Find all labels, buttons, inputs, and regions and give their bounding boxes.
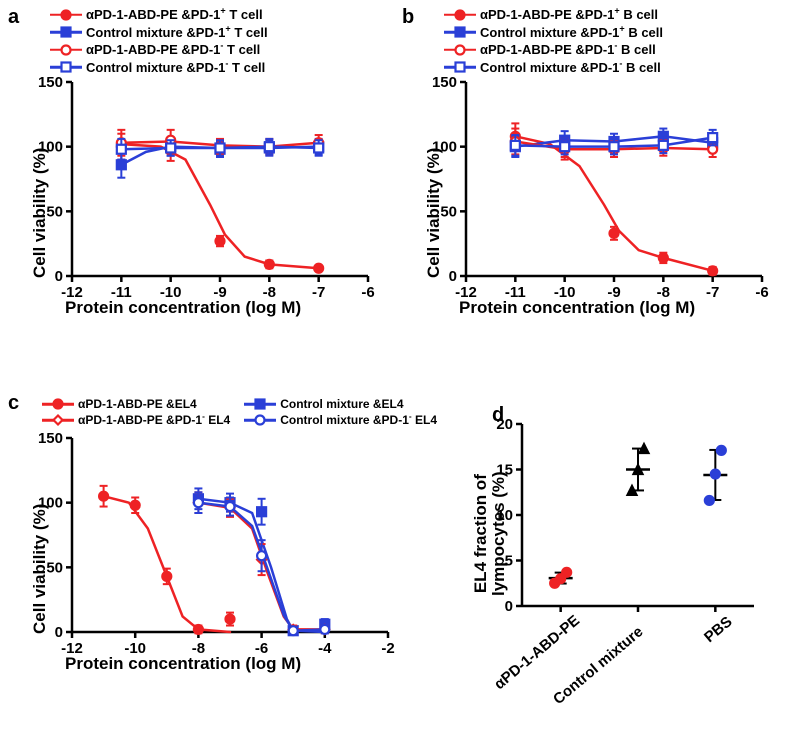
panel-d-ylabel: EL4 fraction oflympocytes (%): [472, 471, 508, 596]
legend-item: αPD-1-ABD-PE &PD-1+ B cell: [444, 6, 663, 24]
panel-a-ylabel: Cell viability (%): [30, 148, 50, 278]
panel-a-legend: αPD-1-ABD-PE &PD-1+ T cellControl mixtur…: [50, 6, 268, 76]
legend-text: Control mixture &PD-1- EL4: [280, 412, 437, 428]
legend-text: αPD-1-ABD-PE &PD-1+ B cell: [480, 6, 658, 24]
svg-text:0: 0: [449, 268, 457, 285]
legend-item: Control mixture &PD-1+ B cell: [444, 24, 663, 42]
panel-b-label: b: [402, 6, 414, 28]
legend-text: αPD-1-ABD-PE &PD-1- B cell: [480, 41, 656, 59]
legend-text: Control mixture &PD-1+ T cell: [86, 24, 268, 42]
svg-text:0: 0: [55, 268, 63, 285]
svg-text:-4: -4: [318, 640, 332, 657]
svg-text:-6: -6: [755, 284, 768, 301]
legend-item: Control mixture &EL4: [244, 396, 437, 412]
svg-text:-7: -7: [312, 284, 325, 301]
legend-text: αPD-1-ABD-PE &PD-1- EL4: [78, 412, 230, 428]
panel-c-label: c: [8, 392, 19, 414]
svg-text:20: 20: [496, 416, 513, 433]
legend-item: αPD-1-ABD-PE &PD-1- B cell: [444, 41, 663, 59]
panel-a-chart: 050100150-12-11-10-9-8-7-6: [20, 72, 380, 312]
legend-item: αPD-1-ABD-PE &PD-1- EL4: [42, 412, 230, 428]
svg-text:150: 150: [432, 74, 457, 91]
panel-b-ylabel: Cell viability (%): [424, 148, 444, 278]
panel-c-chart: 050100150-12-10-8-6-4-2: [20, 428, 400, 668]
legend-item: Control mixture &PD-1- EL4: [244, 412, 437, 428]
legend-item: αPD-1-ABD-PE &EL4: [42, 396, 230, 412]
panel-b-xlabel: Protein concentration (log M): [459, 298, 695, 318]
svg-text:0: 0: [505, 598, 513, 615]
legend-item: Control mixture &PD-1+ T cell: [50, 24, 268, 42]
panel-a: a: [8, 6, 19, 29]
legend-text: αPD-1-ABD-PE &EL4: [78, 396, 197, 412]
figure-root: a αPD-1-ABD-PE &PD-1+ T cellControl mixt…: [0, 0, 800, 742]
panel-c-ylabel: Cell viability (%): [30, 504, 50, 634]
legend-item: αPD-1-ABD-PE &PD-1- T cell: [50, 41, 268, 59]
svg-text:0: 0: [55, 624, 63, 641]
panel-b-chart: 050100150-12-11-10-9-8-7-6: [414, 72, 774, 312]
panel-a-xlabel: Protein concentration (log M): [65, 298, 301, 318]
legend-text: αPD-1-ABD-PE &PD-1- T cell: [86, 41, 260, 59]
legend-item: αPD-1-ABD-PE &PD-1+ T cell: [50, 6, 268, 24]
panel-a-label: a: [8, 6, 19, 28]
svg-text:150: 150: [38, 430, 63, 447]
legend-text: Control mixture &PD-1+ B cell: [480, 24, 663, 42]
panel-c: c: [8, 392, 19, 415]
panel-d-chart: 05101520: [464, 406, 764, 646]
panel-b-legend: αPD-1-ABD-PE &PD-1+ B cellControl mixtur…: [444, 6, 663, 76]
svg-text:150: 150: [38, 74, 63, 91]
svg-text:-6: -6: [361, 284, 374, 301]
svg-text:-7: -7: [706, 284, 719, 301]
panel-b: b: [402, 6, 414, 29]
panel-c-legend: αPD-1-ABD-PE &EL4 Control mixture &EL4 αPD…: [42, 396, 437, 428]
legend-text: Control mixture &EL4: [280, 396, 403, 412]
panel-c-xlabel: Protein concentration (log M): [65, 654, 301, 674]
svg-text:-2: -2: [381, 640, 394, 657]
legend-text: αPD-1-ABD-PE &PD-1+ T cell: [86, 6, 263, 24]
